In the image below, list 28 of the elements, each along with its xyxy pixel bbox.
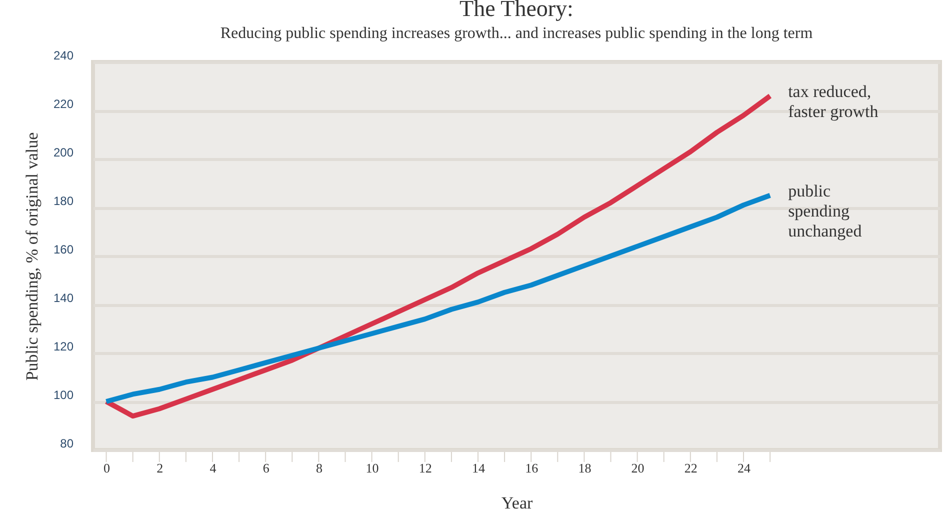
x-tick-label: 2 [156, 460, 164, 476]
y-tick-label: 240 [53, 48, 74, 62]
x-tick-label: 10 [366, 460, 379, 476]
series-label: tax reduced, faster growth [788, 82, 879, 121]
x-axis-title: Year [501, 494, 533, 512]
x-tick-label: 6 [262, 460, 270, 476]
x-tick-label: 0 [104, 460, 110, 476]
x-tick-label: 20 [631, 460, 644, 476]
x-tick-label: 16 [525, 460, 539, 476]
x-tick-label: 24 [738, 460, 752, 476]
y-tick-label: 160 [53, 242, 74, 256]
y-axis-title: Public spending, % of original value [22, 132, 42, 381]
x-tick-label: 4 [210, 460, 217, 476]
x-tick-label: 8 [316, 460, 322, 476]
y-tick-label: 200 [53, 146, 74, 160]
x-tick-label: 14 [472, 460, 486, 476]
y-tick-label: 120 [53, 340, 74, 354]
chart-subtitle: Reducing public spending increases growth... and increases public spending in the long term [220, 25, 814, 42]
y-tick-label: 220 [53, 97, 74, 111]
series-label: public spending unchanged [788, 181, 862, 240]
y-tick-label: 80 [60, 436, 74, 450]
chart-title: The Theory: [460, 0, 574, 21]
y-tick-label: 140 [53, 291, 74, 305]
y-tick-label: 180 [53, 194, 74, 208]
y-tick-label: 100 [53, 388, 74, 402]
x-tick-label: 18 [578, 460, 592, 476]
x-tick-label: 22 [684, 460, 698, 476]
x-tick-label: 12 [418, 460, 432, 476]
